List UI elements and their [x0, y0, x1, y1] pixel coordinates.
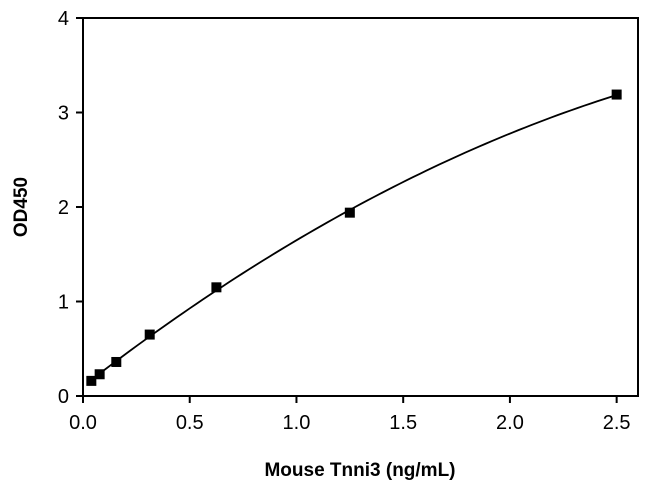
axes	[82, 17, 639, 397]
x-tick-label: 1.5	[389, 412, 417, 434]
plot-frame	[82, 17, 639, 397]
x-tick-label: 1.0	[283, 412, 311, 434]
data-point	[111, 356, 122, 367]
x-tick-label: 0.0	[69, 412, 97, 434]
data-point	[144, 329, 155, 340]
x-tick-label: 2.0	[496, 412, 524, 434]
y-axis-ticks: 0 1 2 3 4	[58, 8, 83, 408]
data-point	[94, 369, 105, 380]
y-tick-label: 2	[58, 197, 69, 219]
data-point	[211, 282, 222, 293]
data-points	[86, 89, 622, 386]
x-tick-label: 0.5	[176, 412, 204, 434]
x-axis-title: Mouse Tnni3 (ng/mL)	[264, 460, 455, 481]
y-axis-title: OD450	[11, 177, 32, 237]
y-tick-label: 3	[58, 103, 69, 125]
x-axis-ticks: 0.0 0.5 1.0 1.5 2.0 2.5	[69, 396, 631, 434]
data-point	[86, 375, 97, 386]
data-point	[344, 207, 355, 218]
data-point	[611, 89, 622, 100]
x-tick-label: 2.5	[603, 412, 631, 434]
fit-curve	[90, 94, 617, 381]
y-tick-label: 1	[58, 292, 69, 314]
y-tick-label: 4	[58, 8, 69, 30]
y-tick-label: 0	[58, 386, 69, 408]
